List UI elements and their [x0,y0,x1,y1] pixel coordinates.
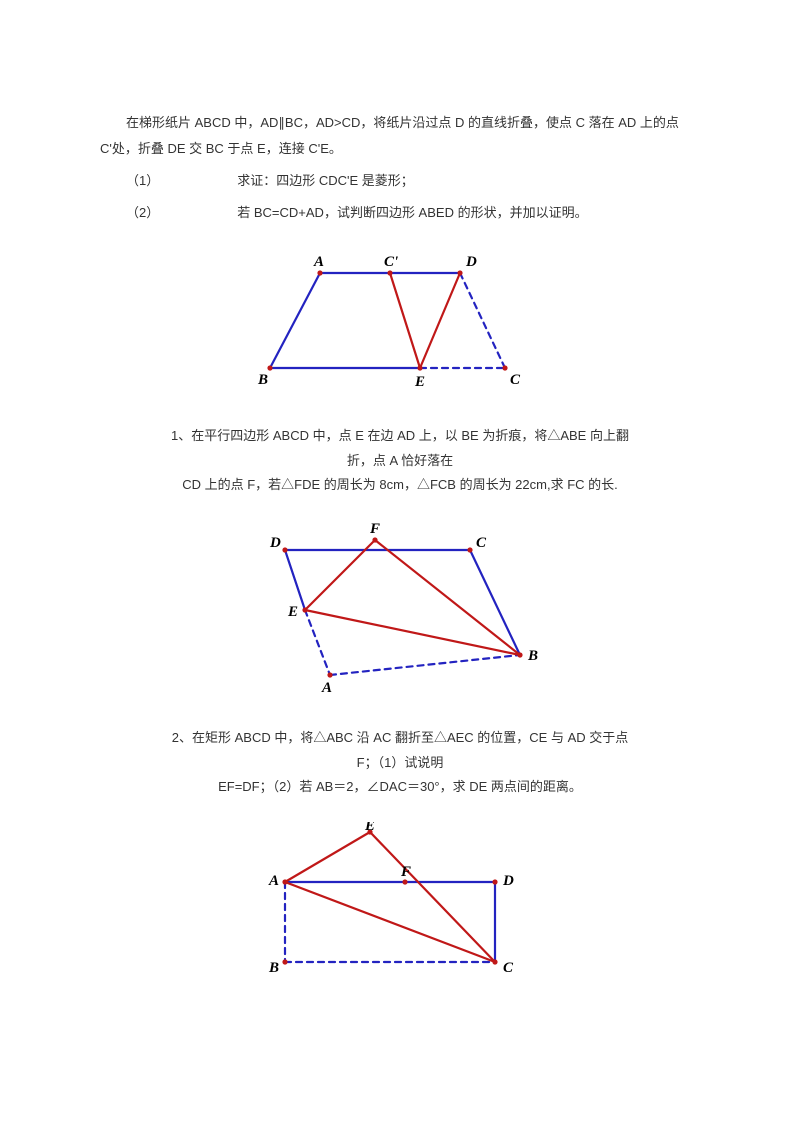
p1-l2: CD 上的点 F，若△FDE 的周长为 8cm，△FCB 的周长为 22cm,求… [182,477,618,492]
sub-question-2: （2） 若 BC=CD+AD，试判断四边形 ABED 的形状，并加以证明。 [100,200,700,226]
figure-1: A C' D B E C [100,248,700,398]
fig1-label-E: E [414,374,425,390]
figure-2: D F C E A B [100,520,700,700]
fig1-label-C: C [510,372,521,388]
q2-num: （2） [100,200,178,226]
fig1-label-A: A [313,254,324,270]
intro-text-2: C'处，折叠 DE 交 BC 于点 E，连接 C'E。 [100,141,342,156]
q2-text: 若 BC=CD+AD，试判断四边形 ABED 的形状，并加以证明。 [237,205,587,220]
q1-num: （1） [100,168,178,194]
fig2-label-D: D [269,535,281,551]
figure-2-svg: D F C E A B [240,520,560,700]
fig3-label-E: E [364,822,375,834]
p1-num: 1、 [171,428,191,443]
figure-3: A D B C E F [100,822,700,982]
fig3-label-D: D [502,873,514,889]
problem-1: 1、在平行四边形 ABCD 中，点 E 在边 AD 上，以 BE 为折痕，将△A… [160,424,640,498]
fig2-label-E: E [287,604,298,620]
page: 在梯形纸片 ABCD 中，AD∥BC，AD>CD，将纸片沿过点 D 的直线折叠，… [0,0,800,1068]
fig3-label-C: C [503,960,514,976]
p1-l1: 在平行四边形 ABCD 中，点 E 在边 AD 上，以 BE 为折痕，将△ABE… [191,428,629,468]
sub-question-1: （1） 求证：四边形 CDC'E 是菱形； [100,168,700,194]
q1-text: 求证：四边形 CDC'E 是菱形； [237,173,414,188]
fig3-label-A: A [268,873,279,889]
fig1-label-Cp: C' [384,254,398,270]
intro-para: 在梯形纸片 ABCD 中，AD∥BC，AD>CD，将纸片沿过点 D 的直线折叠，… [100,110,700,162]
problem-2: 2、在矩形 ABCD 中，将△ABC 沿 AC 翻折至△AEC 的位置，CE 与… [160,726,640,800]
p2-num: 2、 [172,730,192,745]
p2-l1: 在矩形 ABCD 中，将△ABC 沿 AC 翻折至△AEC 的位置，CE 与 A… [192,730,628,770]
fig2-label-C: C [476,535,487,551]
fig3-label-B: B [268,960,279,976]
figure-3-svg: A D B C E F [255,822,545,982]
p2-l2: EF=DF；（2）若 AB＝2，∠DAC＝30°，求 DE 两点间的距离。 [218,779,582,794]
fig1-label-D: D [465,254,477,270]
fig2-label-F: F [369,521,380,537]
fig2-label-A: A [321,680,332,696]
intro-text-1: 在梯形纸片 ABCD 中，AD∥BC，AD>CD，将纸片沿过点 D 的直线折叠，… [126,115,679,130]
fig2-label-B: B [527,648,538,664]
fig1-label-B: B [257,372,268,388]
fig3-label-F: F [400,864,411,880]
figure-1-svg: A C' D B E C [250,248,550,398]
